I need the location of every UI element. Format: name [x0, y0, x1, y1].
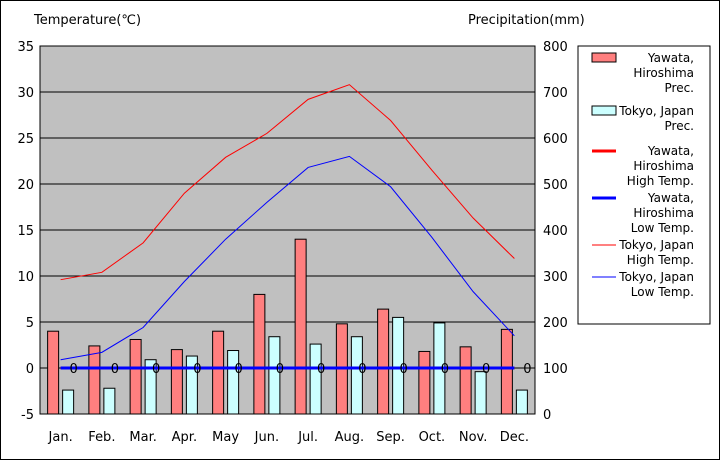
legend-label: Low Temp. [631, 221, 694, 235]
x-tick-label: Apr. [172, 430, 197, 445]
x-tick-label: Dec. [500, 430, 529, 445]
x-tick-label: Feb. [88, 430, 115, 445]
right-tick-label: 500 [543, 178, 568, 193]
bar [185, 355, 198, 415]
bar [47, 330, 60, 415]
left-tick-label: -5 [21, 408, 34, 423]
data-label: 0 [234, 362, 242, 377]
legend-label: Hiroshima [633, 159, 694, 173]
right-tick-label: 100 [543, 362, 568, 377]
legend-label: Tokyo, Japan [618, 104, 694, 118]
legend-label: Yawata, [647, 51, 694, 65]
legend-label: Tokyo, Japan [618, 238, 694, 252]
bar [129, 338, 142, 415]
right-tick-label: 800 [543, 40, 568, 55]
right-axis-title: Precipitation(mm) [468, 13, 585, 28]
x-tick-label: Mar. [129, 430, 156, 445]
legend-label: Hiroshima [633, 66, 694, 80]
legend-label: High Temp. [627, 253, 694, 267]
series-line [60, 84, 515, 281]
right-tick-label: 0 [543, 408, 551, 423]
x-tick-label: Aug. [335, 430, 365, 445]
bar [227, 350, 240, 415]
right-tick-label: 300 [543, 270, 568, 285]
legend-swatch [591, 52, 617, 63]
bar [350, 336, 363, 415]
left-axis-title: Temperature(℃) [34, 13, 142, 28]
data-label: 0 [69, 362, 77, 377]
bar [309, 343, 322, 415]
bar [500, 328, 513, 415]
bar [212, 330, 225, 415]
left-tick-label: 5 [26, 316, 34, 331]
legend-label: Low Temp. [631, 285, 694, 299]
bar [62, 389, 75, 415]
right-tick-label: 700 [543, 86, 568, 101]
legend-label: High Temp. [627, 174, 694, 188]
data-label: 0 [152, 362, 160, 377]
legend-label: Tokyo, Japan [618, 270, 694, 284]
x-tick-label: Jan. [48, 430, 73, 445]
bar [103, 387, 116, 415]
data-label: 0 [276, 362, 284, 377]
bar [459, 346, 472, 415]
left-tick-label: 10 [17, 270, 34, 285]
x-tick-label: Jun. [254, 430, 279, 445]
left-tick-label: 0 [26, 362, 34, 377]
data-label: 0 [317, 362, 325, 377]
data-label: 0 [482, 362, 490, 377]
legend-label: Prec. [665, 119, 695, 133]
bar [377, 308, 390, 415]
data-label: 0 [358, 362, 366, 377]
data-label: 0 [441, 362, 449, 377]
bar [88, 345, 101, 415]
left-tick-label: 20 [17, 178, 34, 193]
bar [170, 349, 183, 415]
bar [392, 316, 405, 415]
legend-label: Hiroshima [633, 206, 694, 220]
data-label: 0 [523, 362, 531, 377]
data-label: 0 [111, 362, 119, 377]
series-line [60, 155, 515, 361]
left-tick-label: 25 [17, 132, 34, 147]
right-tick-label: 200 [543, 316, 568, 331]
bar [515, 389, 528, 415]
right-tick-label: 600 [543, 132, 568, 147]
bar [294, 238, 307, 415]
bar [418, 350, 431, 415]
legend-label: Prec. [665, 81, 695, 95]
left-tick-label: 15 [17, 224, 34, 239]
data-label: 0 [399, 362, 407, 377]
legend-swatch [591, 105, 617, 116]
bar [268, 336, 281, 415]
bar [474, 371, 487, 415]
x-tick-label: May [212, 430, 239, 445]
x-tick-label: Oct. [419, 430, 446, 445]
x-tick-label: Jul. [297, 430, 318, 445]
bar [253, 293, 266, 415]
x-tick-label: Nov. [459, 430, 488, 445]
data-label: 0 [193, 362, 201, 377]
right-tick-label: 400 [543, 224, 568, 239]
left-tick-label: 35 [17, 40, 34, 55]
left-tick-label: 30 [17, 86, 34, 101]
legend-box [577, 45, 711, 325]
legend-label: Yawata, [647, 144, 694, 158]
x-tick-label: Sep. [376, 430, 405, 445]
bar [144, 359, 157, 415]
legend-label: Yawata, [647, 191, 694, 205]
